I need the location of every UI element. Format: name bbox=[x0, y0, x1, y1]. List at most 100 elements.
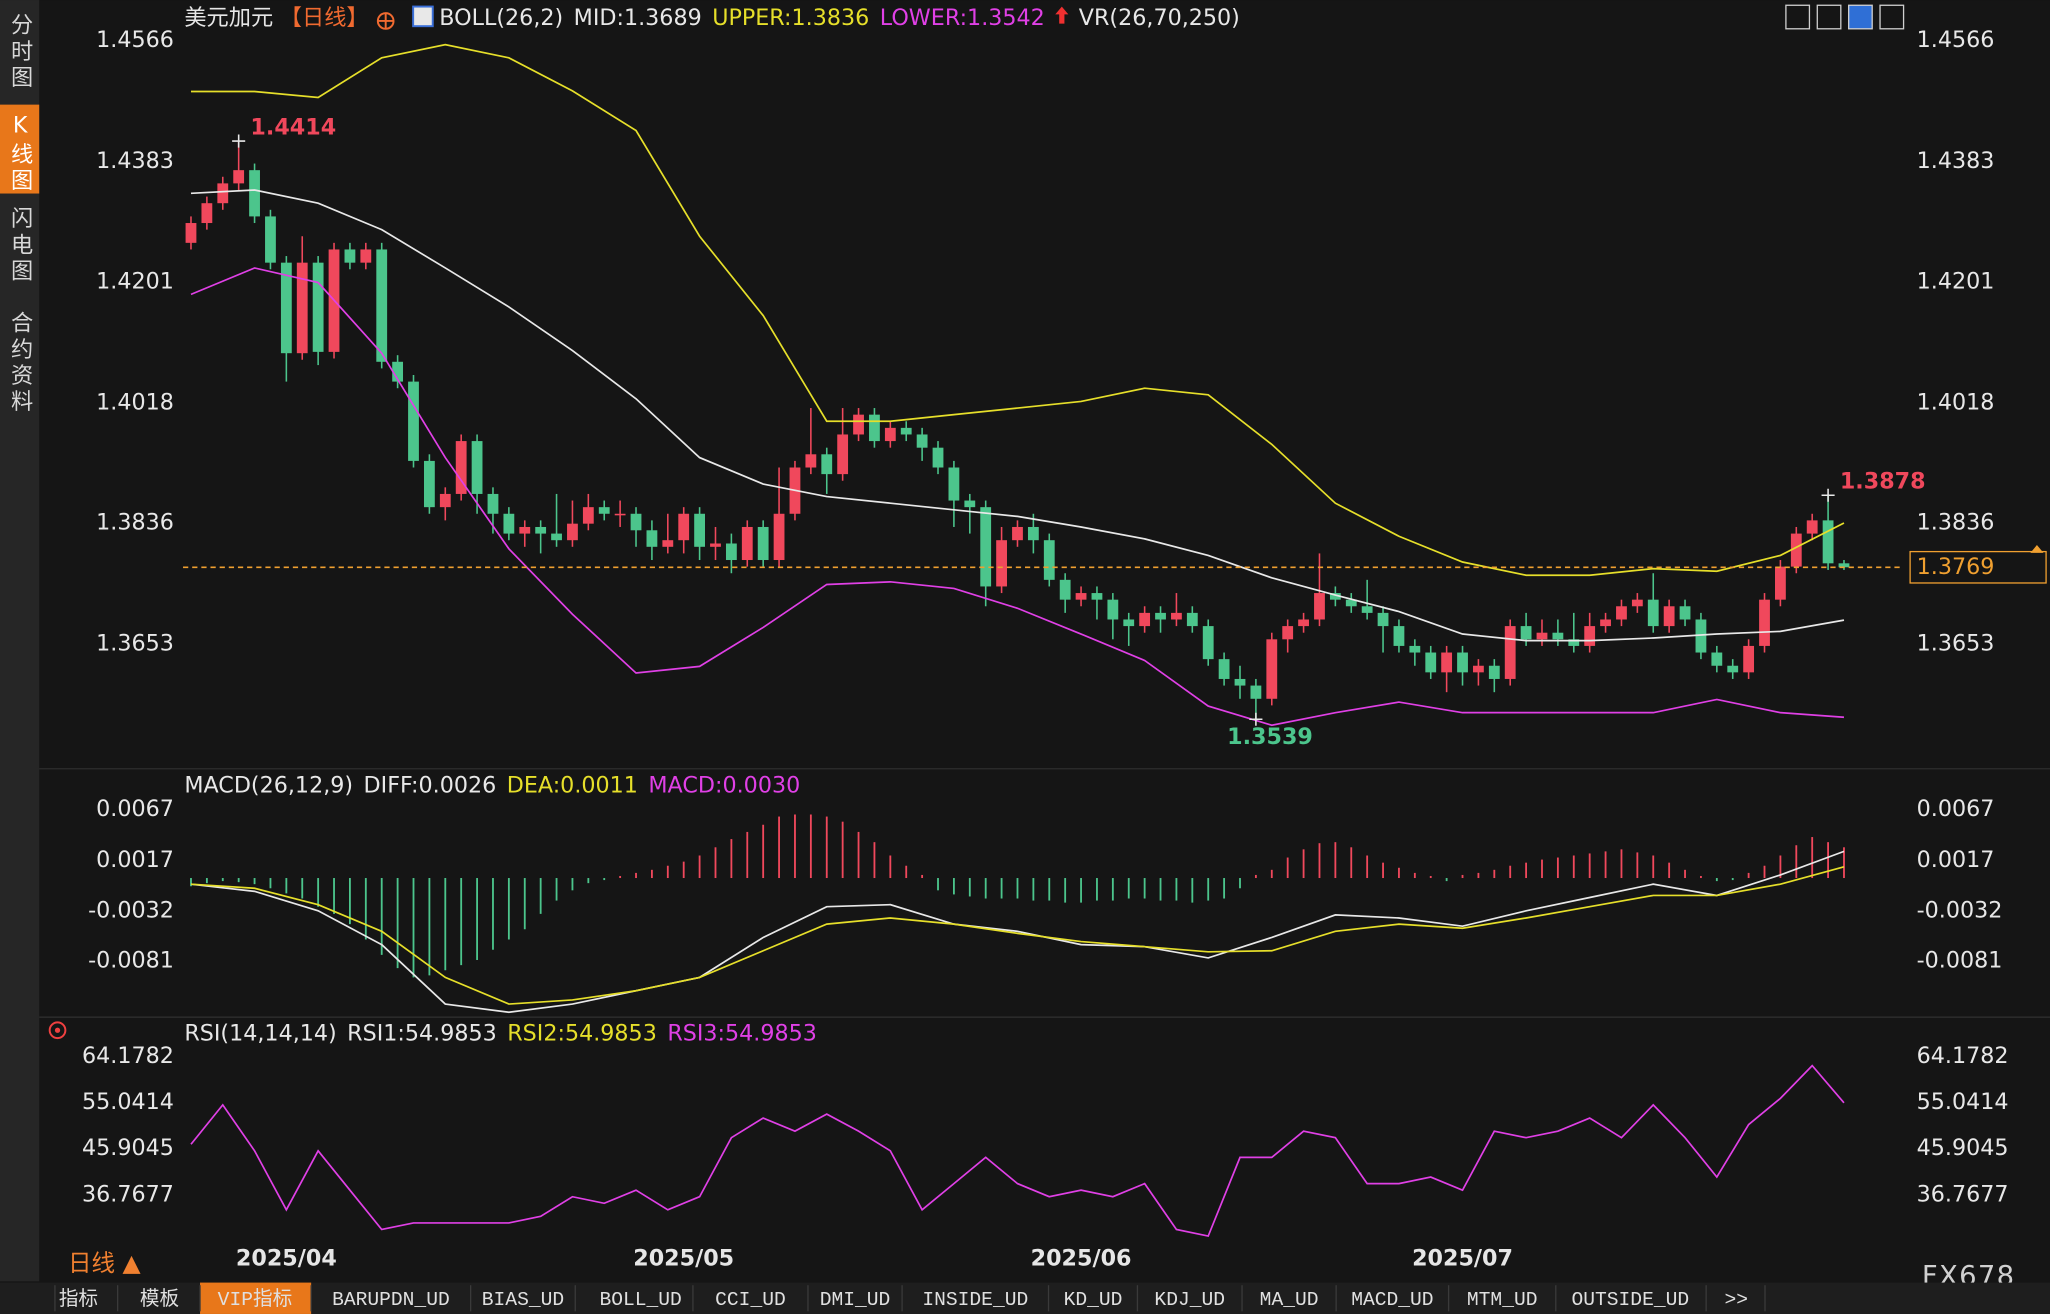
candle-body bbox=[1600, 619, 1611, 627]
candle-body bbox=[1616, 606, 1627, 620]
tab-active bbox=[200, 1282, 312, 1314]
candle-body bbox=[1838, 563, 1850, 568]
candle-body bbox=[233, 170, 245, 184]
tool-button[interactable] bbox=[1785, 4, 1811, 30]
candle-body bbox=[312, 262, 324, 352]
legend-item: RSI3:54.9853 bbox=[667, 1021, 817, 1047]
candle-body bbox=[805, 454, 817, 468]
candle-body bbox=[471, 441, 483, 494]
candle-body bbox=[1679, 606, 1691, 620]
sidebar bbox=[0, 0, 40, 1282]
y-tick-label-right: 1.3653 bbox=[1917, 630, 1995, 656]
x-tick-label: 2025/04 bbox=[236, 1246, 337, 1272]
candle-body bbox=[567, 523, 578, 541]
legend-item: MACD:0.0030 bbox=[648, 772, 800, 798]
candle-body bbox=[1425, 652, 1437, 673]
indicator-line bbox=[190, 189, 1845, 642]
indicator-line bbox=[190, 865, 1845, 1005]
candle-body bbox=[1027, 526, 1039, 541]
y-tick-label: 55.0414 bbox=[82, 1089, 174, 1115]
add-icon[interactable] bbox=[376, 12, 395, 30]
legend-item: DEA:0.0011 bbox=[507, 772, 638, 798]
candle-body bbox=[1743, 645, 1755, 673]
candle-body bbox=[1155, 612, 1166, 620]
y-tick-label-right: -0.0032 bbox=[1917, 897, 2003, 923]
sidebar-item[interactable]: K线图 bbox=[7, 112, 33, 194]
sidebar-item[interactable]: 闪电图 bbox=[7, 206, 33, 285]
legend-item: VR(26,70,250) bbox=[1079, 5, 1240, 31]
chart-title: 美元加元 bbox=[184, 5, 273, 31]
tab[interactable]: DMI_UD bbox=[820, 1289, 891, 1311]
candle-body bbox=[408, 381, 419, 461]
sidebar-item[interactable]: 合约资料 bbox=[7, 311, 33, 416]
price-label: 1.3769 bbox=[1917, 554, 1995, 580]
candle-body bbox=[1727, 665, 1739, 673]
candle-body bbox=[1043, 540, 1055, 580]
x-tick-label: 2025/06 bbox=[1031, 1246, 1132, 1272]
tool-button[interactable] bbox=[1879, 4, 1905, 30]
extreme-marker bbox=[232, 134, 246, 148]
candle-body bbox=[551, 533, 562, 541]
tab[interactable]: 指标 bbox=[59, 1288, 98, 1311]
period[interactable]: 【日线】 bbox=[280, 5, 369, 31]
legend-item: MACD(26,12,9) bbox=[184, 772, 353, 798]
y-tick-label: 45.9045 bbox=[82, 1135, 174, 1161]
tool-button[interactable] bbox=[1848, 4, 1873, 30]
candle-body bbox=[773, 513, 785, 561]
candle-body bbox=[1647, 599, 1659, 627]
tab[interactable]: BARUPDN_UD bbox=[332, 1289, 450, 1311]
candle-body bbox=[1584, 626, 1596, 646]
tab[interactable]: INSIDE_UD bbox=[922, 1289, 1028, 1311]
tab[interactable]: BIAS_UD bbox=[482, 1289, 564, 1311]
toolbar bbox=[1785, 4, 1905, 30]
sidebar-item[interactable]: 分时图 bbox=[7, 13, 33, 92]
candle-body bbox=[1552, 632, 1564, 640]
candle-body bbox=[1075, 593, 1087, 600]
y-tick-label: 64.1782 bbox=[82, 1043, 174, 1069]
tool-button[interactable] bbox=[1816, 4, 1842, 30]
candle-body bbox=[614, 513, 626, 516]
tab[interactable]: MA_UD bbox=[1260, 1289, 1319, 1311]
candle-body bbox=[741, 526, 753, 561]
indicator-line bbox=[190, 267, 1845, 727]
candle-body bbox=[996, 540, 1007, 587]
candle-body bbox=[757, 526, 769, 561]
extreme-label: 1.3878 bbox=[1840, 469, 1926, 495]
indicator-icon[interactable] bbox=[412, 5, 434, 28]
candle-body bbox=[1377, 612, 1389, 627]
tab[interactable]: KDJ_UD bbox=[1154, 1289, 1225, 1311]
tab[interactable]: KD_UD bbox=[1064, 1289, 1123, 1311]
tab[interactable]: CCI_UD bbox=[715, 1289, 786, 1311]
legend-item: DIFF:0.0026 bbox=[364, 772, 497, 798]
legend-item: RSI1:54.9853 bbox=[347, 1021, 497, 1047]
candle-body bbox=[821, 454, 833, 475]
y-tick-label-right: 1.4566 bbox=[1917, 27, 1995, 53]
y-tick-label: 1.4566 bbox=[96, 27, 174, 53]
legend-item: UPPER:1.3836 bbox=[712, 5, 869, 31]
tab[interactable]: MTM_UD bbox=[1467, 1289, 1538, 1311]
tab[interactable]: BOLL_UD bbox=[599, 1289, 681, 1311]
candle-body bbox=[1457, 652, 1468, 673]
y-tick-label-right: 45.9045 bbox=[1917, 1135, 2009, 1161]
y-tick-label: 36.7677 bbox=[82, 1181, 174, 1207]
candle-body bbox=[1504, 626, 1516, 679]
rsi-icon[interactable] bbox=[48, 1021, 67, 1040]
tab[interactable]: VIP指标 bbox=[218, 1288, 293, 1311]
tab[interactable]: MACD_UD bbox=[1351, 1289, 1433, 1311]
candle-body bbox=[1711, 652, 1723, 666]
candle-body bbox=[1520, 626, 1532, 640]
tab[interactable]: >> bbox=[1724, 1289, 1748, 1311]
candle-body bbox=[217, 183, 229, 204]
period-button[interactable]: 日线 ▲ bbox=[68, 1249, 142, 1277]
tab[interactable]: 模板 bbox=[140, 1288, 179, 1311]
tab[interactable]: OUTSIDE_UD bbox=[1571, 1289, 1689, 1311]
y-tick-label-right: 1.4018 bbox=[1917, 389, 1995, 415]
y-tick-label: 0.0067 bbox=[96, 796, 174, 822]
y-tick-label: 1.4018 bbox=[96, 389, 174, 415]
candle-body bbox=[1345, 599, 1357, 607]
extreme-marker bbox=[1249, 712, 1263, 726]
candle-body bbox=[455, 441, 467, 494]
y-tick-label: 0.0017 bbox=[96, 847, 174, 873]
legend-item: LOWER:1.3542 bbox=[880, 5, 1045, 31]
